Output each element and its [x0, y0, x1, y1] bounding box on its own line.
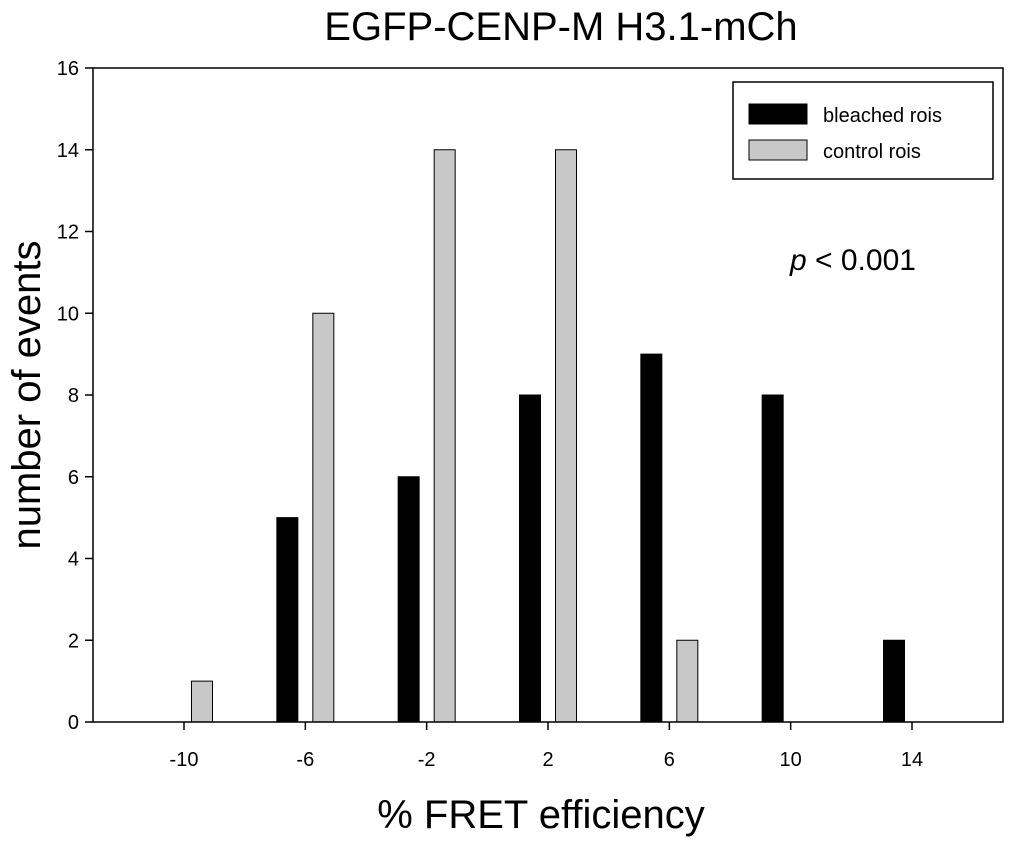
- chart-title: EGFP-CENP-M H3.1-mCh: [324, 5, 797, 49]
- legend: bleached rois control rois: [732, 81, 994, 180]
- x-tick-label-2: 2: [542, 749, 553, 771]
- p-value-symbol: p: [789, 244, 807, 277]
- x-tick-label--2: -2: [418, 749, 436, 771]
- x-tick-label-10: 10: [780, 749, 802, 771]
- y-axis: 0 2 4 6 8 10 12 14 16: [57, 58, 93, 734]
- bar-bleached--2: [397, 476, 420, 723]
- bar-control--6: [312, 312, 335, 723]
- bar-control--10: [191, 680, 213, 723]
- bar-bleached--6: [276, 517, 299, 723]
- bar-bleached-14: [883, 639, 905, 723]
- bar-control-6: [676, 639, 699, 723]
- legend-swatch-control: [748, 139, 808, 161]
- y-tick-label-6: 6: [68, 467, 79, 489]
- legend-label-control: control rois: [823, 141, 921, 163]
- y-tick-label-8: 8: [68, 385, 79, 407]
- y-tick-label-0: 0: [68, 712, 79, 734]
- x-tick-label-6: 6: [664, 749, 675, 771]
- x-tick-label-14: 14: [901, 749, 923, 771]
- x-tick-label--10: -10: [170, 749, 199, 771]
- x-tick-label--6: -6: [296, 749, 314, 771]
- y-tick-label-10: 10: [57, 303, 79, 325]
- y-tick-label-4: 4: [68, 549, 79, 571]
- bar-control--2: [433, 149, 456, 723]
- x-axis: -10 -6 -2 2 6 10 14: [170, 722, 923, 771]
- bars-layer: [191, 149, 905, 723]
- legend-label-bleached: bleached rois: [823, 105, 942, 127]
- p-value-annotation: p < 0.001: [789, 244, 916, 277]
- y-tick-label-14: 14: [57, 140, 79, 162]
- bar-bleached-6: [640, 353, 663, 723]
- y-tick-label-2: 2: [68, 630, 79, 652]
- y-tick-label-12: 12: [57, 222, 79, 244]
- p-value-threshold: < 0.001: [807, 244, 916, 277]
- y-tick-label-16: 16: [57, 58, 79, 80]
- bar-bleached-2: [519, 394, 541, 723]
- y-axis-label: number of events: [5, 240, 49, 549]
- legend-box: [732, 81, 994, 180]
- bar-control-2: [555, 149, 577, 723]
- legend-swatch-bleached: [748, 103, 808, 125]
- bar-bleached-10: [761, 394, 784, 723]
- x-axis-label: % FRET efficiency: [377, 793, 705, 837]
